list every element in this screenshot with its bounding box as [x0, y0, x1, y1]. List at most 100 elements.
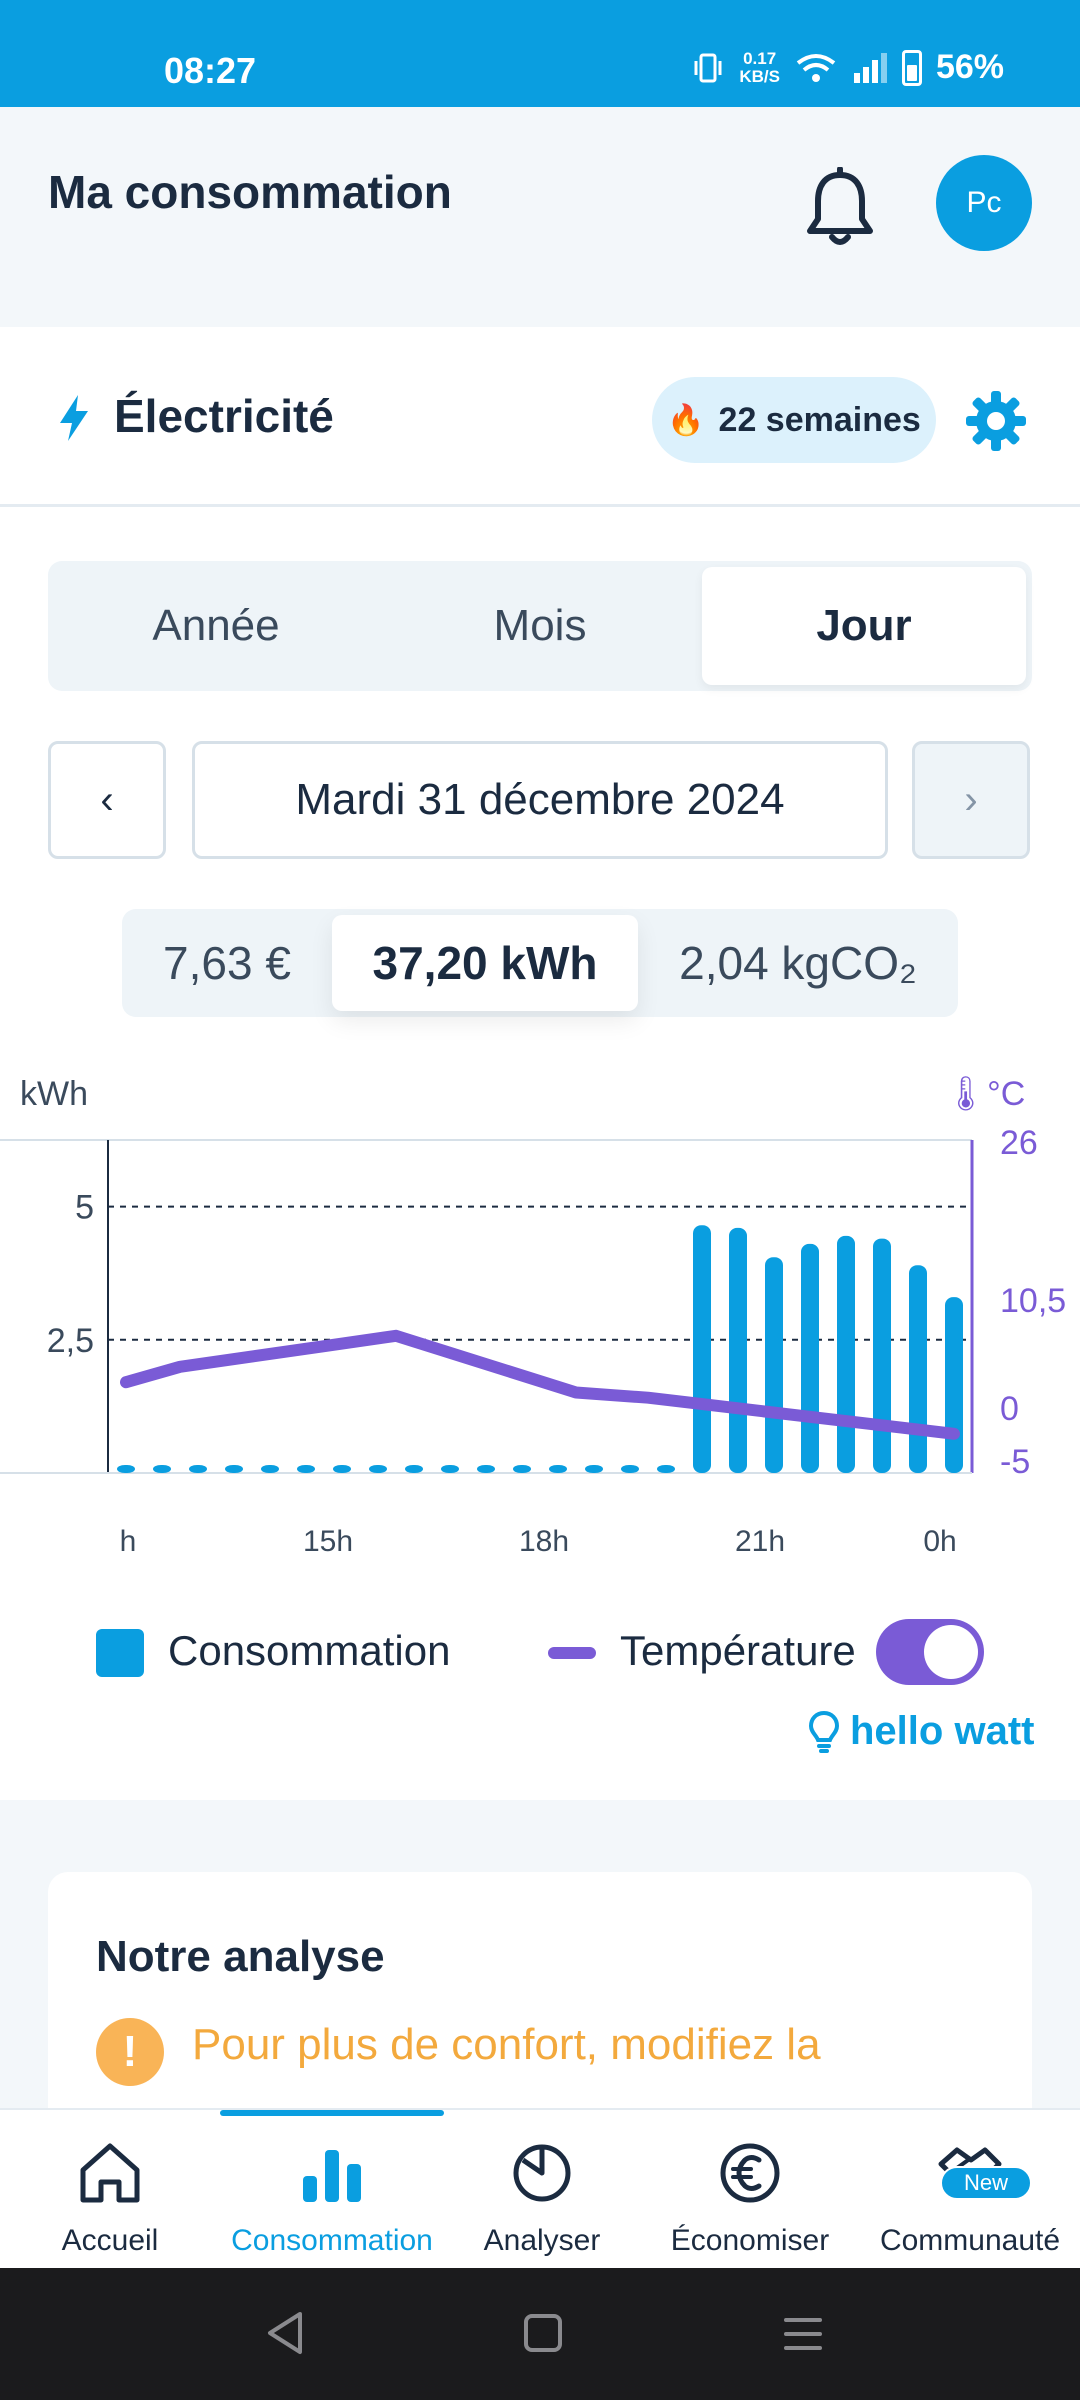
nav-label: Économiser [670, 2224, 830, 2257]
legend-consumption-swatch [96, 1629, 144, 1677]
legend-temperature-label: Température [620, 1627, 856, 1674]
warning-icon: ! [96, 2018, 164, 2086]
consumption-bar [801, 1243, 819, 1473]
tab-month[interactable]: Mois [493, 601, 587, 650]
temperature-toggle[interactable] [876, 1619, 984, 1685]
nav-economiser[interactable]: Économiser [642, 2124, 858, 2264]
consumption-bar [765, 1257, 783, 1473]
consumption-chart: kWh 5 2,5 🌡°C 26 10,5 0 -5 h 15h 18h 21h 0h [0, 1075, 1066, 1558]
consumption-bar [621, 1465, 639, 1473]
home-icon [80, 2143, 140, 2203]
nav-label: Accueil [61, 2224, 159, 2257]
period-tabs: Année Mois Jour [48, 561, 1032, 691]
consumption-bar [405, 1465, 423, 1473]
consumption-bar [837, 1235, 855, 1473]
metric-co2[interactable]: 2,04 kgCO₂ [679, 937, 917, 989]
nav-consommation[interactable]: Consommation [224, 2124, 440, 2264]
tab-year[interactable]: Année [152, 601, 280, 650]
new-badge: New [940, 2166, 1032, 2200]
current-date: Mardi 31 décembre 2024 [295, 775, 785, 824]
y-tick-right: 26 [1000, 1124, 1038, 1162]
consumption-bar [693, 1225, 711, 1473]
battery-icon [901, 49, 922, 86]
brand-name: hello watt [850, 1709, 1035, 1753]
lightbulb-icon [808, 1710, 840, 1753]
date-selector[interactable]: Mardi 31 décembre 2024 [192, 741, 888, 859]
metrics-switch: 7,63 € 37,20 kWh 2,04 kgCO₂ [122, 909, 958, 1017]
vibrate-icon [694, 53, 722, 82]
y-axis-right-label: 🌡°C [944, 1075, 1025, 1113]
analysis-title: Notre analyse [96, 1932, 385, 1981]
metric-cost[interactable]: 7,63 € [163, 937, 291, 989]
analysis-warning: Pour plus de confort, modifiez la [192, 2020, 821, 2069]
streak-badge[interactable]: 🔥 22 semaines [652, 377, 936, 463]
temperature-line [120, 1329, 960, 1440]
nav-label: Analyser [483, 2224, 601, 2257]
chevron-right-icon: › [964, 777, 978, 822]
consumption-bar [261, 1465, 279, 1473]
nav-analyser[interactable]: Analyser [434, 2124, 650, 2264]
y-tick-right: 0 [1000, 1390, 1019, 1428]
pie-chart-icon [513, 2144, 571, 2202]
y-axis-left-label: kWh [20, 1075, 88, 1113]
prev-day-button[interactable]: ‹ [48, 741, 166, 859]
home-button-icon[interactable] [520, 2310, 566, 2356]
next-day-button[interactable]: › [912, 741, 1030, 859]
wifi-icon [796, 53, 836, 82]
battery-level: 56% [935, 48, 1004, 86]
consumption-bar [945, 1297, 963, 1473]
status-icons: 0.17 KB/S 56% [691, 48, 1004, 87]
y-tick-right: 10,5 [1000, 1282, 1066, 1320]
streak-label: 22 semaines [718, 400, 921, 439]
tab-day[interactable]: Jour [702, 567, 1026, 685]
nav-label: Communauté [879, 2224, 1061, 2257]
consumption-card: Électricité 🔥 22 semaines Année Mois Jou… [0, 327, 1080, 1800]
system-nav-bar [0, 2268, 1080, 2400]
energy-title: Électricité [114, 390, 334, 442]
x-tick: 21h [735, 1525, 785, 1558]
nav-label: Consommation [231, 2224, 433, 2257]
legend-consumption-label: Consommation [168, 1627, 451, 1674]
back-icon[interactable] [262, 2308, 308, 2358]
energy-header: Électricité 🔥 22 semaines [0, 327, 1080, 507]
bell-icon[interactable] [802, 167, 878, 251]
x-tick: 0h [923, 1525, 956, 1558]
nav-communaute[interactable]: Communauté [862, 2124, 1078, 2264]
metric-energy[interactable]: 37,20 kWh [332, 915, 638, 1011]
y-tick-left: 2,5 [47, 1322, 94, 1360]
y-tick-left: 5 [75, 1189, 94, 1227]
consumption-bar [441, 1465, 459, 1473]
gear-icon[interactable] [964, 389, 1028, 453]
avatar-initials: Pc [966, 186, 1002, 219]
net-speed-value: 0.17 [743, 48, 777, 68]
chevron-left-icon: ‹ [100, 777, 114, 822]
nav-accueil[interactable]: Accueil [2, 2124, 218, 2264]
page-title: Ma consommation [48, 166, 452, 218]
consumption-bar [225, 1465, 243, 1473]
status-bar: 08:27 0.17 KB/S 56% [0, 0, 1080, 107]
consumption-bar [513, 1465, 531, 1473]
bar-chart-icon [303, 2150, 361, 2202]
consumption-bar [909, 1265, 927, 1473]
consumption-bar [333, 1465, 351, 1473]
consumption-bar [585, 1465, 603, 1473]
consumption-bar [369, 1465, 387, 1473]
net-speed-unit: KB/S [739, 66, 780, 86]
x-tick: 18h [519, 1525, 569, 1558]
app-header: Ma consommation Pc [0, 107, 1080, 327]
hello-watt-logo: hello watt [808, 1709, 1034, 1754]
y-tick-right: -5 [1000, 1443, 1030, 1481]
consumption-bar [117, 1465, 135, 1473]
x-tick: h [120, 1525, 137, 1558]
consumption-bar [729, 1227, 747, 1473]
consumption-bar [873, 1238, 891, 1473]
bolt-icon [60, 395, 88, 441]
consumption-bar [477, 1465, 495, 1473]
consumption-bar [549, 1465, 567, 1473]
active-tab-indicator [220, 2110, 444, 2116]
consumption-bar [297, 1465, 315, 1473]
avatar[interactable]: Pc [936, 155, 1032, 251]
consumption-bar [657, 1465, 675, 1473]
menu-icon[interactable] [782, 2312, 824, 2356]
consumption-bar [153, 1465, 171, 1473]
